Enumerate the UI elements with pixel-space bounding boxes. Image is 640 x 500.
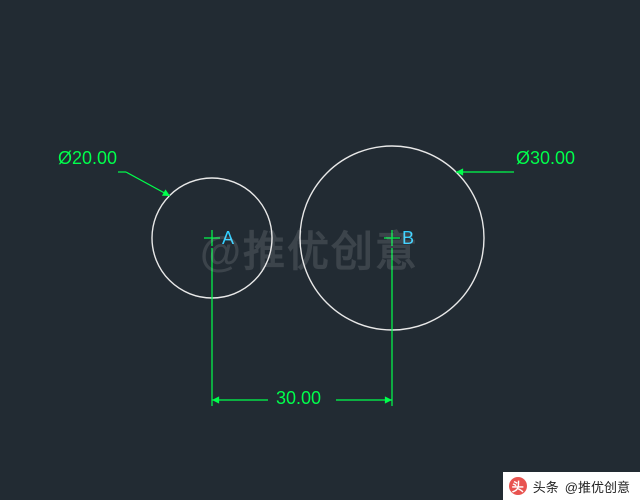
linear-dimension-ab: 30.00 [276,388,321,409]
toutiao-logo-icon: 头 [509,477,527,495]
footer-prefix: 头条 [533,477,559,496]
footer-attribution: 头 头条 @推优创意 [503,472,640,500]
diameter-label-b: Ø30.00 [516,148,575,169]
drawing-svg [0,0,640,500]
footer-account: @推优创意 [565,477,630,496]
point-label-a: A [222,228,234,249]
point-label-b: B [402,228,414,249]
diameter-label-a: Ø20.00 [58,148,117,169]
cad-canvas: Ø20.00 Ø30.00 A B 30.00 @推优创意 头 头条 @推优创意 [0,0,640,500]
